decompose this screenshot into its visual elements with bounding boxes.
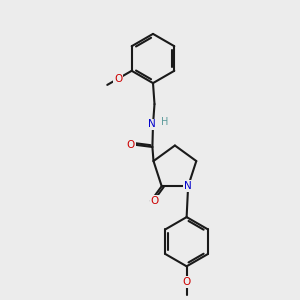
Text: N: N (184, 181, 192, 191)
Text: H: H (161, 117, 169, 127)
Text: N: N (148, 119, 155, 130)
Text: O: O (127, 140, 135, 150)
Text: O: O (151, 196, 159, 206)
Text: O: O (182, 277, 191, 287)
Text: O: O (114, 74, 122, 84)
